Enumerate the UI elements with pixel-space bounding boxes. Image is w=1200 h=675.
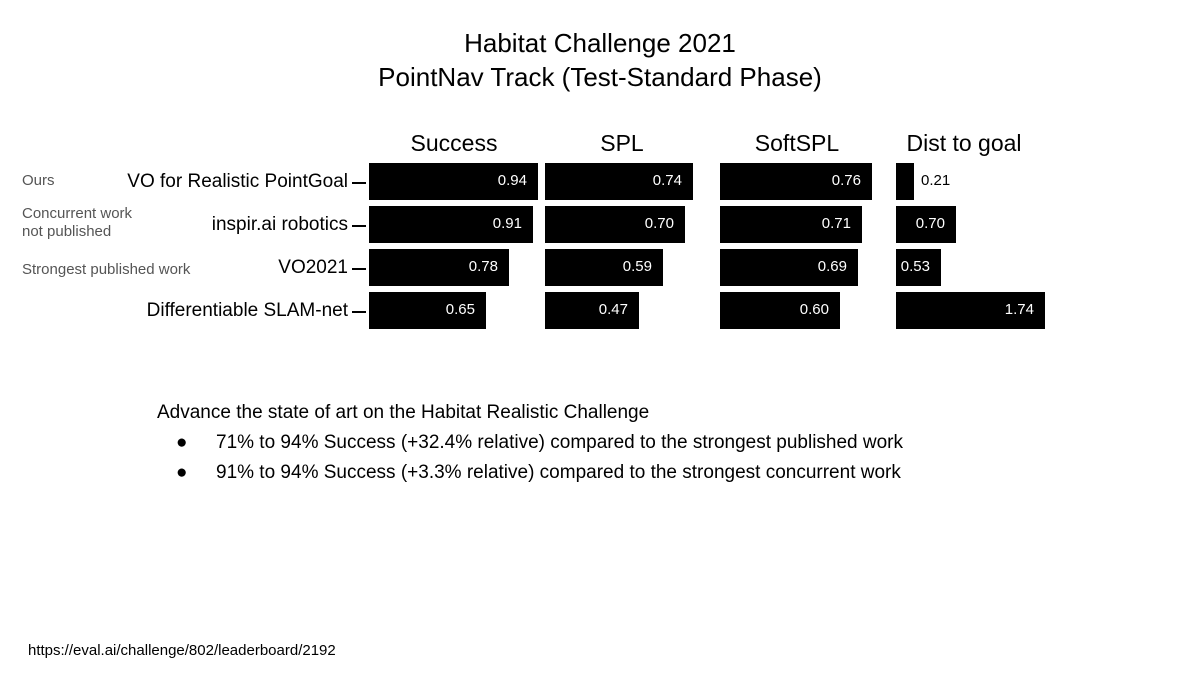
row-label-4: Differentiable SLAM-net [146,300,348,321]
bar-value-label: 0.21 [921,172,951,189]
bar-value-label: 0.53 [900,258,930,275]
bar-1-4 [369,292,486,329]
row-note-1: Ours [22,172,55,189]
bar-value-label: 0.47 [598,301,628,318]
bar-value-label: 0.70 [915,215,945,232]
axis-tick [352,267,366,270]
panel-title-2: SPL [600,130,644,156]
bullet-text: 91% to 94% Success (+3.3% relative) comp… [216,462,901,483]
axis-tick [352,224,366,227]
chart-subtitle: PointNav Track (Test-Standard Phase) [378,62,822,92]
bullet-icon: ● [176,432,188,453]
axis-tick [352,181,366,184]
bar-value-label: 0.94 [497,172,527,189]
bar-1-2 [369,206,533,243]
bar-value-label: 0.91 [492,215,522,232]
bar-3-4 [720,292,840,329]
row-note-2: Concurrent work not published [22,205,133,240]
bullet-text: 71% to 94% Success (+32.4% relative) com… [216,432,904,453]
bar-3-2 [720,206,862,243]
bar-2-2 [545,206,685,243]
bar-2-3 [545,249,663,286]
bar-4-3 [896,249,941,286]
bar-value-label: 0.76 [831,172,861,189]
panel-title-3: SoftSPL [754,130,840,156]
bar-value-label: 0.60 [799,301,829,318]
bar-4-4 [896,292,1045,329]
summary-bullet-1: ● 71% to 94% Success (+32.4% relative) co… [176,432,903,454]
bar-1-1 [369,163,538,200]
row-label-3: VO2021 [278,257,348,278]
bar-4-2 [896,206,956,243]
bar-2-4 [545,292,639,329]
bar-3-1 [720,163,872,200]
row-label-2: inspir.ai robotics [211,214,348,235]
axis-tick [352,310,366,313]
bullet-icon: ● [176,462,188,483]
source-url[interactable]: https://eval.ai/challenge/802/leaderboar… [28,642,336,659]
bar-value-label: 0.69 [817,258,847,275]
summary-bullet-2: ● 91% to 94% Success (+3.3% relative) com… [176,462,901,484]
bar-value-label: 1.74 [1004,301,1034,318]
bar-value-label: 0.65 [445,301,475,318]
bar-3-3 [720,249,858,286]
bar-4-1 [896,163,914,200]
row-label-1: VO for Realistic PointGoal [127,171,348,192]
bar-2-1 [545,163,693,200]
panel-title-4: Dist to goal [906,130,1022,156]
row-note-3: Strongest published work [22,261,191,278]
bar-value-label: 0.70 [644,215,674,232]
summary-heading: Advance the state of art on the Habitat … [157,402,650,423]
bar-value-label: 0.59 [622,258,652,275]
bar-value-label: 0.71 [821,215,851,232]
panel-title-1: Success [410,130,498,156]
bar-value-label: 0.78 [468,258,498,275]
bar-1-3 [369,249,509,286]
bar-value-label: 0.74 [652,172,682,189]
chart-title: Habitat Challenge 2021 [464,28,736,58]
